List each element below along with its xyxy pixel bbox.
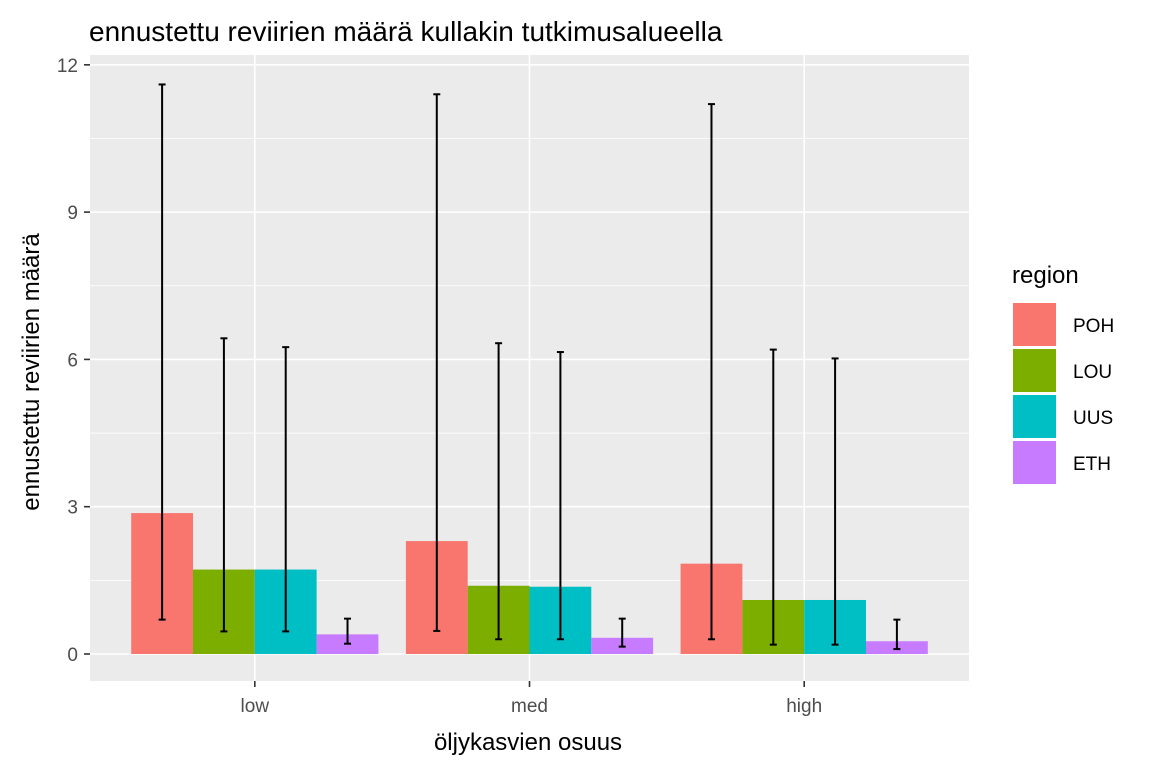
errorbar-eth-high: [893, 618, 901, 651]
y-tick-label: 3: [67, 498, 78, 519]
legend: region POH LOU UUS ETH: [1012, 262, 1114, 484]
legend-label: LOU: [1073, 362, 1112, 383]
errorbar-poh-med: [433, 93, 441, 632]
errorbar-lou-high: [769, 348, 777, 646]
y-tick-label: 9: [67, 203, 78, 224]
legend-item-uus: UUS: [1013, 395, 1113, 438]
x-tick-label: med: [511, 696, 548, 717]
error-bars: [158, 83, 901, 651]
x-tick-label: low: [241, 696, 270, 717]
legend-item-poh: POH: [1013, 303, 1114, 346]
errorbar-uus-low: [282, 346, 290, 633]
errorbar-eth-med: [618, 617, 626, 648]
legend-key: [1013, 395, 1056, 438]
chart-title: ennustettu reviirien määrä kullakin tutk…: [89, 16, 723, 47]
y-axis-title: ennustettu reviirien määrä: [18, 233, 45, 511]
errorbar-uus-high: [831, 357, 839, 646]
x-tick-label: high: [786, 696, 822, 717]
legend-title: region: [1012, 262, 1079, 289]
legend-item-lou: LOU: [1013, 349, 1112, 392]
y-axis: 0 3 6 9 12: [57, 56, 90, 666]
errorbar-uus-med: [556, 351, 564, 641]
errorbar-lou-low: [220, 337, 228, 633]
legend-label: UUS: [1073, 408, 1113, 429]
errorbar-lou-med: [495, 342, 503, 641]
legend-key: [1013, 303, 1056, 346]
legend-key: [1013, 441, 1056, 484]
legend-label: ETH: [1073, 454, 1111, 475]
errorbar-eth-low: [344, 617, 352, 645]
y-tick-label: 6: [67, 350, 78, 371]
x-axis-title: öljykasvien osuus: [434, 729, 622, 756]
errorbar-poh-low: [158, 83, 166, 621]
legend-label: POH: [1073, 316, 1114, 337]
y-tick-label: 0: [67, 645, 78, 666]
legend-key: [1013, 349, 1056, 392]
legend-item-eth: ETH: [1013, 441, 1111, 484]
errorbar-poh-high: [707, 103, 715, 641]
x-axis: low med high: [241, 681, 822, 717]
y-tick-label: 12: [57, 56, 78, 77]
